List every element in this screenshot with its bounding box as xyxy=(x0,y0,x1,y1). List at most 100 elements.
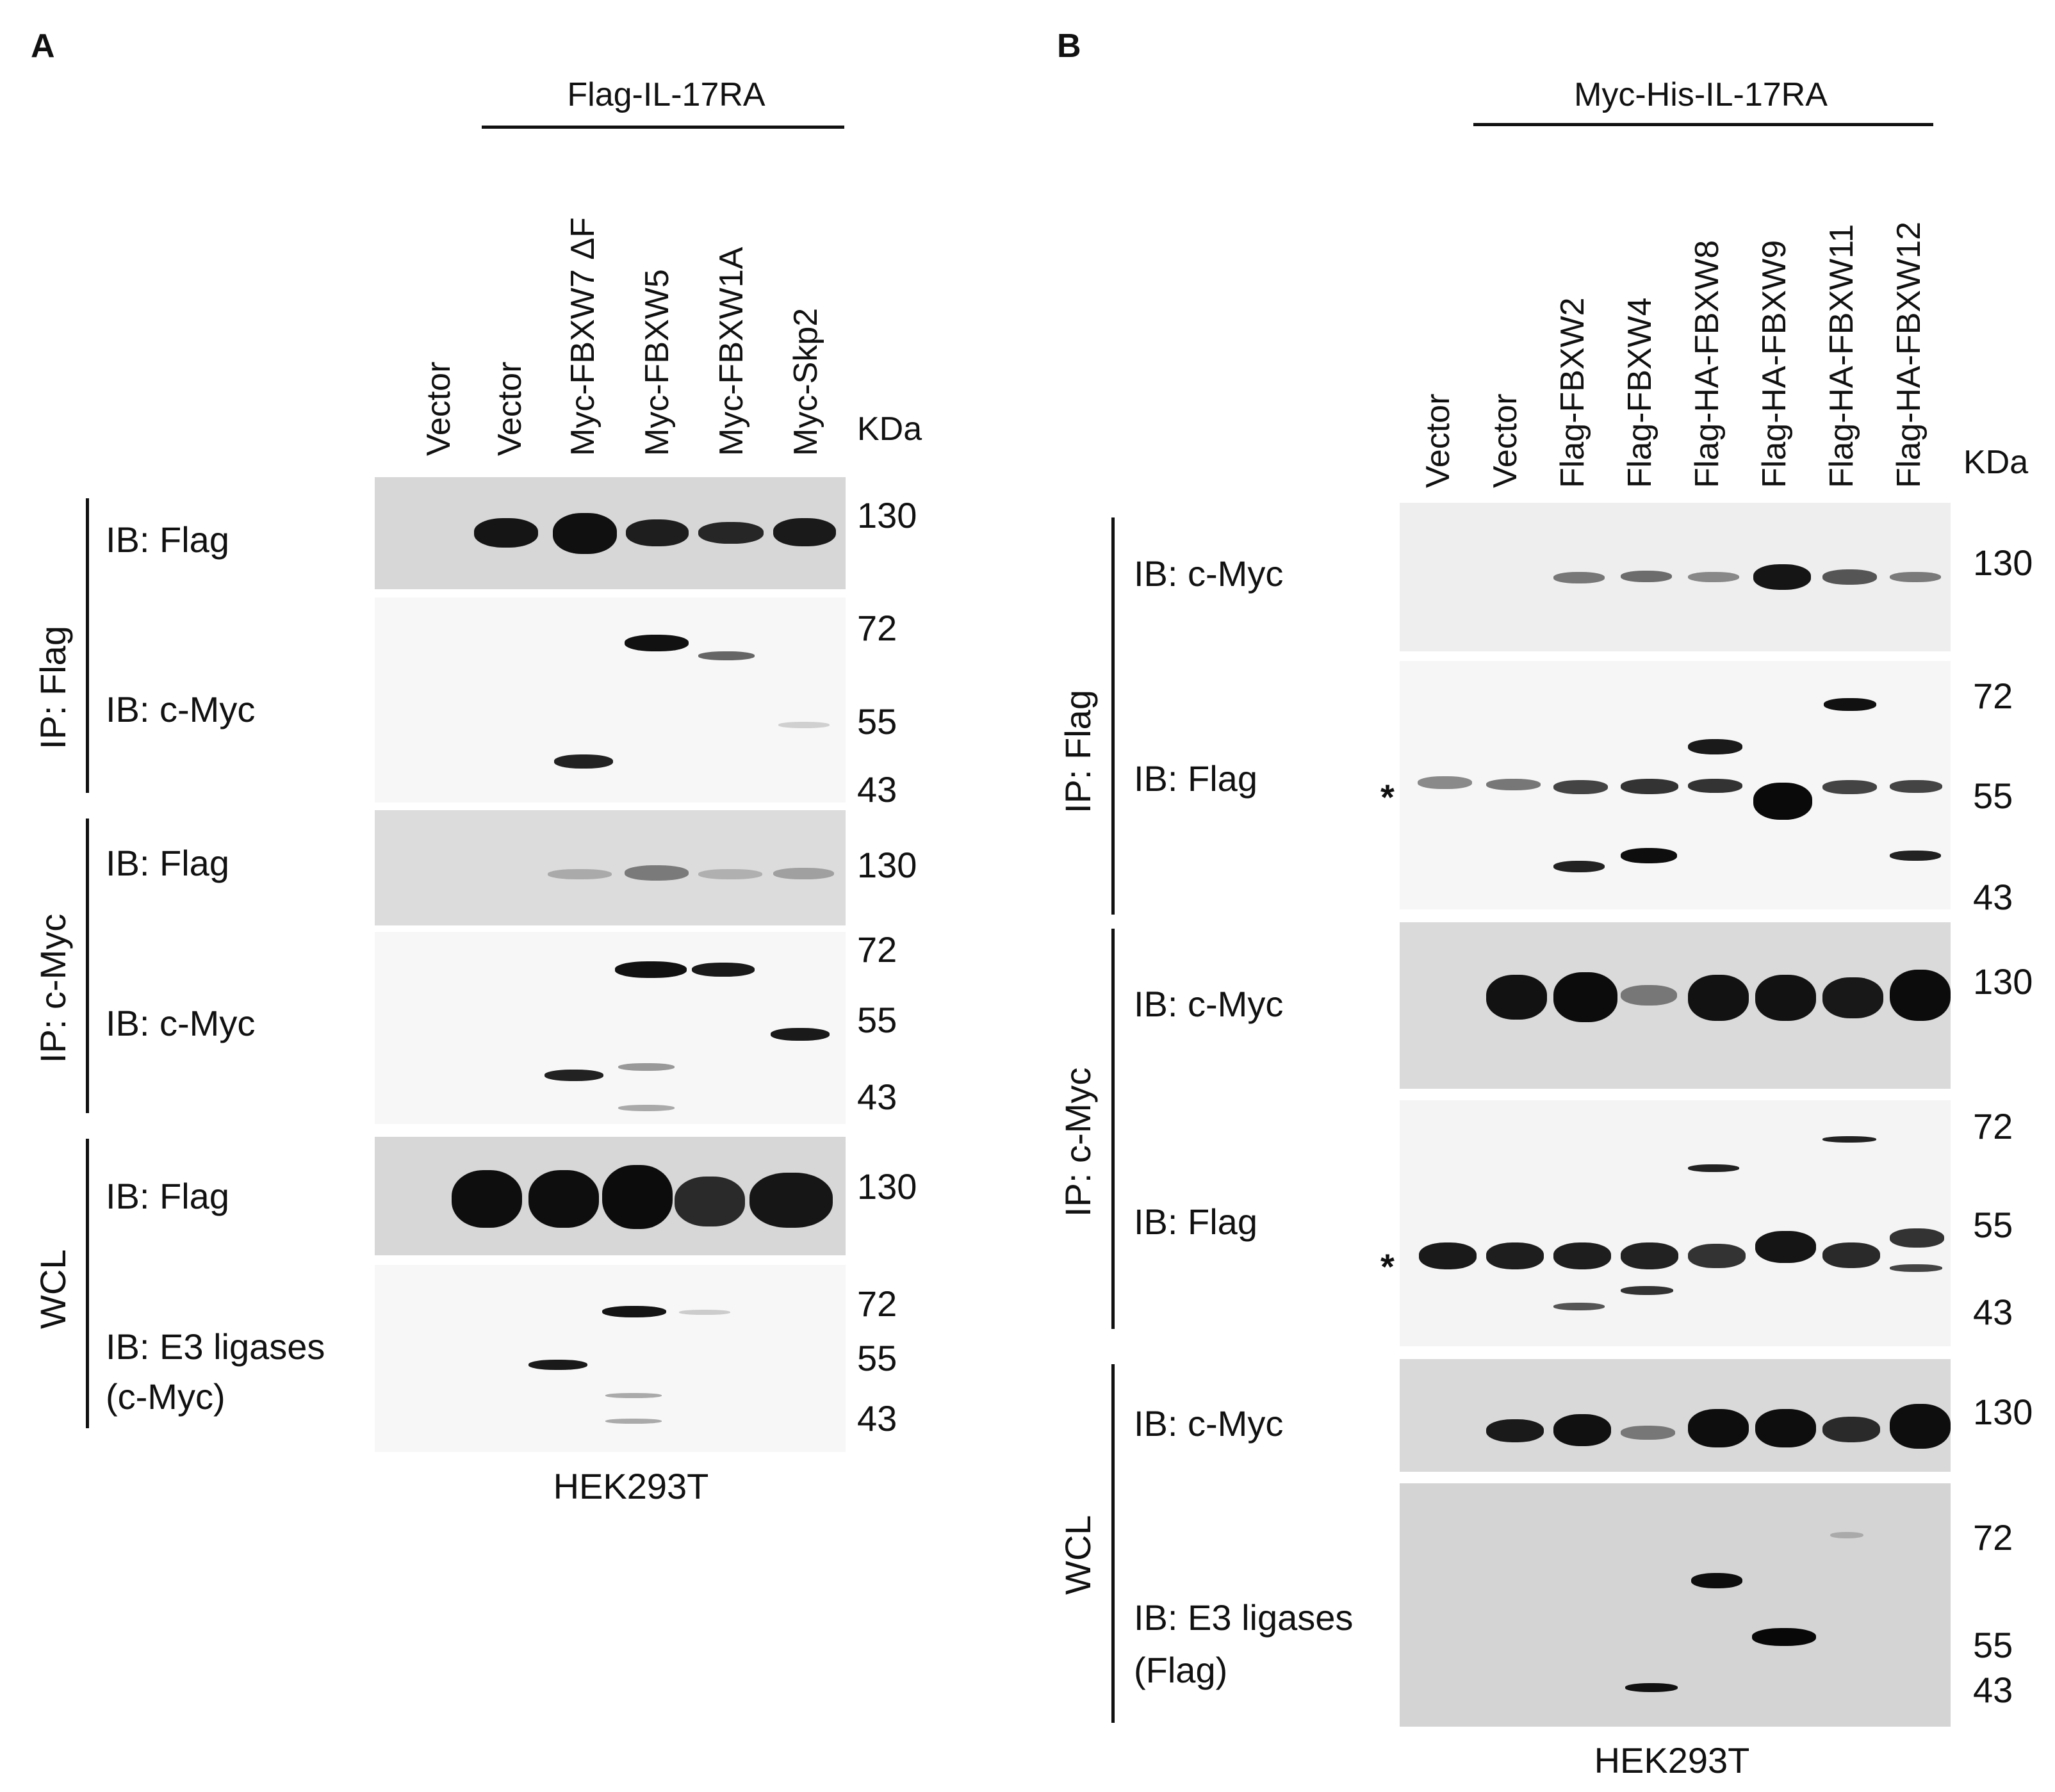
panel-b-lane-label: Vector xyxy=(1487,393,1524,488)
panel-b-asterisk: * xyxy=(1380,1246,1395,1287)
band xyxy=(1419,1242,1477,1269)
panel-b-blot-5 xyxy=(1400,1359,1951,1472)
panel-a-ib-label: IB: E3 ligases xyxy=(106,1326,325,1367)
band xyxy=(1753,783,1812,820)
panel-b-mw-marker: 72 xyxy=(1973,676,2013,716)
panel-b-construct-header: Myc-His-IL-17RA xyxy=(1574,76,1828,113)
band xyxy=(1755,1231,1816,1263)
band xyxy=(1553,972,1617,1022)
band xyxy=(1553,1303,1605,1310)
panel-a-mw-marker: 55 xyxy=(857,1000,897,1040)
panel-b-lane-label: Flag-HA-FBXW12 xyxy=(1890,221,1928,488)
panel-b-ib-label-sub: (Flag) xyxy=(1134,1650,1228,1690)
panel-a-group-label: IP: Flag xyxy=(33,626,73,749)
panel-a-blot-1 xyxy=(375,477,846,589)
panel-b-lane-label: Flag-HA-FBXW11 xyxy=(1823,224,1860,488)
band xyxy=(1688,1244,1746,1268)
band xyxy=(1418,776,1472,789)
panel-b-blot-6 xyxy=(1400,1483,1951,1727)
band xyxy=(1553,1242,1611,1269)
panel-a-lane-label: Myc-FBXW1A xyxy=(713,247,750,456)
band xyxy=(1688,739,1742,754)
band xyxy=(773,518,836,546)
panel-b-group-label: IP: Flag xyxy=(1058,690,1098,813)
panel-b-ib-label: IB: Flag xyxy=(1134,1201,1257,1242)
panel-b-mw-marker: 55 xyxy=(1973,1205,2013,1245)
panel-a-ib-label: IB: c-Myc xyxy=(106,689,256,729)
panel-a-cell-line: HEK293T xyxy=(553,1466,709,1506)
band xyxy=(1621,779,1678,794)
panel-b-ib-label: IB: c-Myc xyxy=(1134,1403,1284,1444)
panel-a-ib-label: IB: Flag xyxy=(106,519,229,560)
panel-a-ib-label: IB: Flag xyxy=(106,1176,229,1216)
band xyxy=(1822,977,1883,1018)
band xyxy=(1753,564,1811,590)
panel-b-mw-marker: 43 xyxy=(1973,877,2013,917)
band xyxy=(1890,1264,1942,1272)
band xyxy=(615,961,687,978)
band xyxy=(1890,1404,1951,1449)
panel-a-ib-label: IB: c-Myc xyxy=(106,1003,256,1043)
band xyxy=(602,1165,673,1229)
band xyxy=(1553,1414,1611,1446)
band xyxy=(749,1173,833,1228)
band xyxy=(452,1170,522,1228)
band xyxy=(698,869,762,879)
band xyxy=(1486,1242,1544,1269)
panel-a-mw-marker: 43 xyxy=(857,1077,897,1117)
panel-b-ib-label: IB: Flag xyxy=(1134,758,1257,799)
band xyxy=(1688,1409,1749,1447)
panel-b-lane-label: Vector xyxy=(1420,393,1457,488)
panel-a-lane-label: Vector xyxy=(491,361,528,456)
panel-b-group-label: IP: c-Myc xyxy=(1058,1067,1098,1217)
panel-a-lane-label: Myc-FBXW5 xyxy=(639,269,676,456)
band xyxy=(605,1419,662,1424)
band xyxy=(1621,1426,1675,1440)
panel-b-blot-2 xyxy=(1400,661,1951,909)
band xyxy=(1822,1242,1880,1268)
panel-a-group-label: IP: c-Myc xyxy=(33,913,73,1063)
band xyxy=(698,522,764,544)
panel-a-group-line xyxy=(86,1139,89,1428)
panel-a-lane-label: Myc-FBXW7 ΔF xyxy=(564,217,602,456)
panel-a-header-line xyxy=(482,126,844,129)
panel-b-mw-marker: 72 xyxy=(1973,1106,2013,1146)
band xyxy=(1621,985,1677,1006)
panel-b-blot-1 xyxy=(1400,503,1951,651)
band xyxy=(618,1105,675,1111)
band xyxy=(1755,1409,1816,1447)
panel-a-mw-marker: 55 xyxy=(857,1338,897,1378)
panel-b-blot-3 xyxy=(1400,922,1951,1089)
panel-b-header-line xyxy=(1473,123,1933,126)
panel-a-mw-marker: 72 xyxy=(857,1283,897,1324)
panel-a-lane-label: Vector xyxy=(420,361,457,456)
panel-a-label: A xyxy=(31,28,55,65)
panel-b-mw-marker: 43 xyxy=(1973,1292,2013,1332)
band xyxy=(1890,572,1941,582)
band xyxy=(1890,851,1941,861)
band xyxy=(1822,1417,1880,1442)
panel-b-group-label: WCL xyxy=(1058,1515,1098,1595)
band xyxy=(1691,1573,1742,1588)
band xyxy=(1486,975,1547,1020)
panel-a-construct-header: Flag-IL-17RA xyxy=(567,76,766,113)
panel-a-mw-marker: 130 xyxy=(857,845,917,885)
band xyxy=(548,869,612,879)
band xyxy=(1755,975,1816,1021)
band xyxy=(773,868,834,879)
panel-a-kda-label: KDa xyxy=(857,411,922,448)
band xyxy=(605,1393,662,1398)
band xyxy=(1621,1286,1673,1295)
panel-b-group-line xyxy=(1111,517,1115,915)
band xyxy=(692,963,755,977)
panel-b-mw-marker: 130 xyxy=(1973,542,2033,583)
band xyxy=(1486,779,1541,790)
panel-a-mw-marker: 130 xyxy=(857,1166,917,1207)
panel-b-kda-label: KDa xyxy=(1963,444,2029,481)
panel-b-mw-marker: 130 xyxy=(1973,961,2033,1002)
panel-b-lane-label: Flag-HA-FBXW9 xyxy=(1756,240,1793,488)
panel-a-ib-label-sub: (c-Myc) xyxy=(106,1376,225,1417)
panel-b-mw-marker: 72 xyxy=(1973,1517,2013,1558)
panel-b-lane-label: Flag-HA-FBXW8 xyxy=(1689,240,1726,488)
band xyxy=(698,651,755,660)
